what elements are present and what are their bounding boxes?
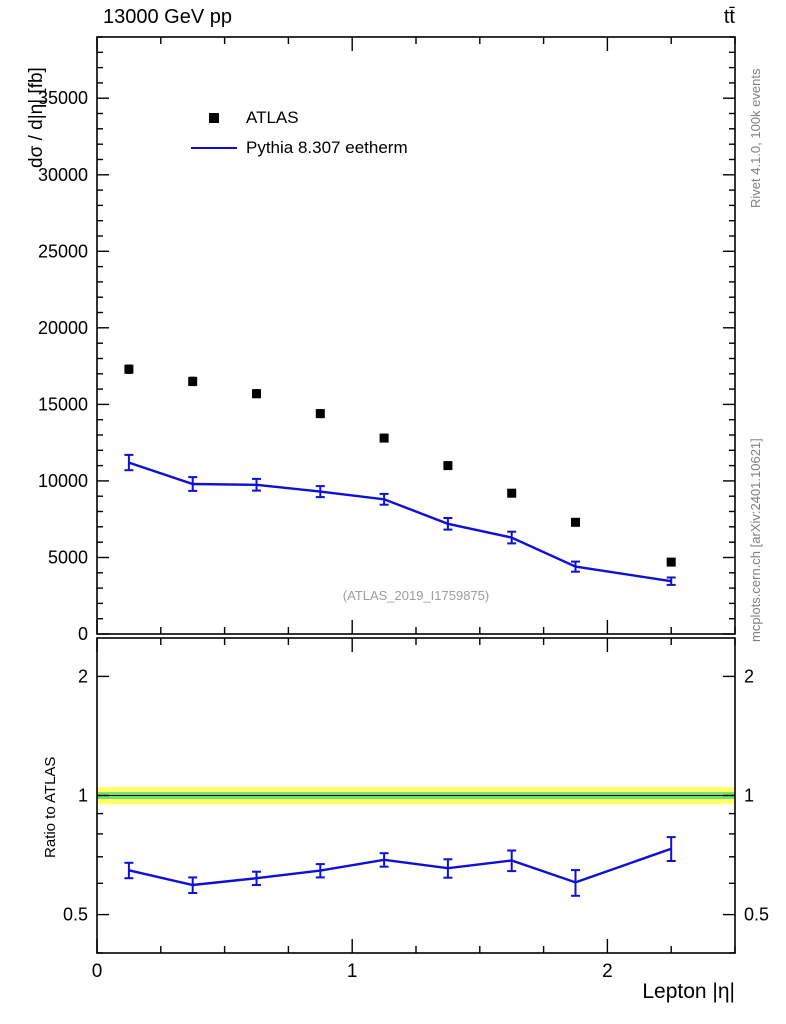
plot-title-energy: 13000 GeV pp	[103, 6, 232, 28]
pythia-line-marker-icon	[190, 147, 238, 149]
legend-item-atlas: ATLAS	[190, 103, 408, 133]
legend-item-pythia: Pythia 8.307 eetherm	[190, 133, 408, 163]
x-axis-label: Lepton |η|	[642, 980, 735, 1003]
svg-text:10000: 10000	[38, 471, 88, 491]
legend-atlas-label: ATLAS	[246, 108, 299, 127]
svg-text:20000: 20000	[38, 318, 88, 338]
atlas-square-marker-icon	[190, 113, 238, 123]
rivet-version-note: Rivet 4.1.0, 100k events	[748, 68, 763, 208]
svg-text:2: 2	[78, 666, 88, 686]
plot-title-process: tt̄	[723, 6, 735, 28]
svg-text:0: 0	[78, 624, 88, 644]
svg-text:5000: 5000	[48, 548, 88, 568]
svg-text:1: 1	[744, 786, 754, 806]
svg-text:1: 1	[78, 786, 88, 806]
legend: ATLAS Pythia 8.307 eetherm	[190, 103, 408, 163]
analysis-id-watermark: (ATLAS_2019_I1759875)	[342, 588, 490, 603]
legend-pythia-label: Pythia 8.307 eetherm	[246, 138, 408, 157]
svg-text:2: 2	[744, 666, 754, 686]
svg-text:0.5: 0.5	[744, 905, 769, 925]
mcplots-arxiv-note: mcplots.cern.ch [arXiv:2401.10621]	[748, 438, 763, 642]
svg-text:2: 2	[602, 961, 613, 982]
svg-text:0.5: 0.5	[63, 905, 88, 925]
ratio-y-axis-label: Ratio to ATLAS	[42, 756, 59, 858]
svg-text:30000: 30000	[38, 165, 88, 185]
svg-text:25000: 25000	[38, 241, 88, 261]
svg-text:1: 1	[347, 961, 358, 982]
main-y-axis-label: dσ / d|η| [fb]	[26, 67, 47, 168]
svg-text:35000: 35000	[38, 88, 88, 108]
svg-text:0: 0	[92, 961, 103, 982]
svg-text:15000: 15000	[38, 394, 88, 414]
